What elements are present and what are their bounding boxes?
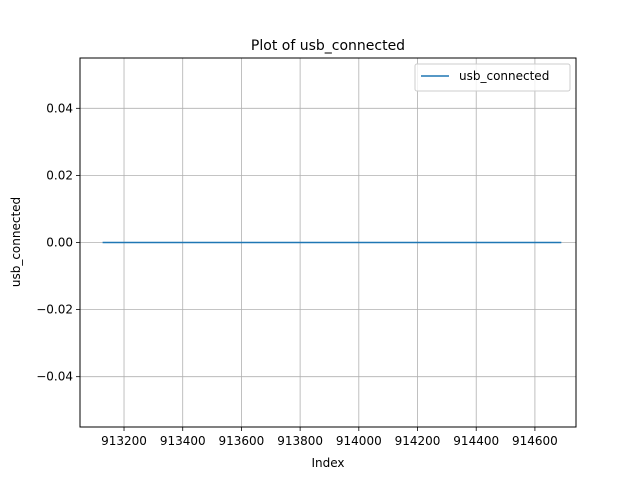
y-tick-label: −0.04: [36, 370, 73, 384]
y-tick-label: 0.04: [46, 101, 73, 115]
x-tick-label: 914200: [395, 434, 441, 448]
x-tick-label: 914000: [336, 434, 382, 448]
x-tick-label: 913200: [101, 434, 147, 448]
y-tick-label: 0.02: [46, 168, 73, 182]
chart-title: Plot of usb_connected: [251, 38, 405, 54]
x-axis-ticks: 913200 913400 913600 913800 914000 914200 9144…: [101, 427, 558, 448]
y-tick-label: −0.02: [36, 303, 73, 317]
x-axis-label: Index: [311, 456, 344, 470]
x-tick-label: 913400: [160, 434, 206, 448]
legend-box: [414, 63, 571, 92]
y-tick-label: 0.00: [46, 236, 73, 250]
y-axis-ticks: −0.04 −0.02 0.00 0.02 0.04: [36, 101, 80, 384]
x-tick-label: 913800: [277, 434, 323, 448]
y-axis-label: usb_connected: [9, 197, 23, 287]
x-tick-label: 914400: [453, 434, 499, 448]
legend-label: usb_connected: [459, 69, 549, 83]
legend: usb_connected: [414, 63, 571, 92]
x-tick-label: 913600: [219, 434, 265, 448]
x-tick-label: 914600: [512, 434, 558, 448]
